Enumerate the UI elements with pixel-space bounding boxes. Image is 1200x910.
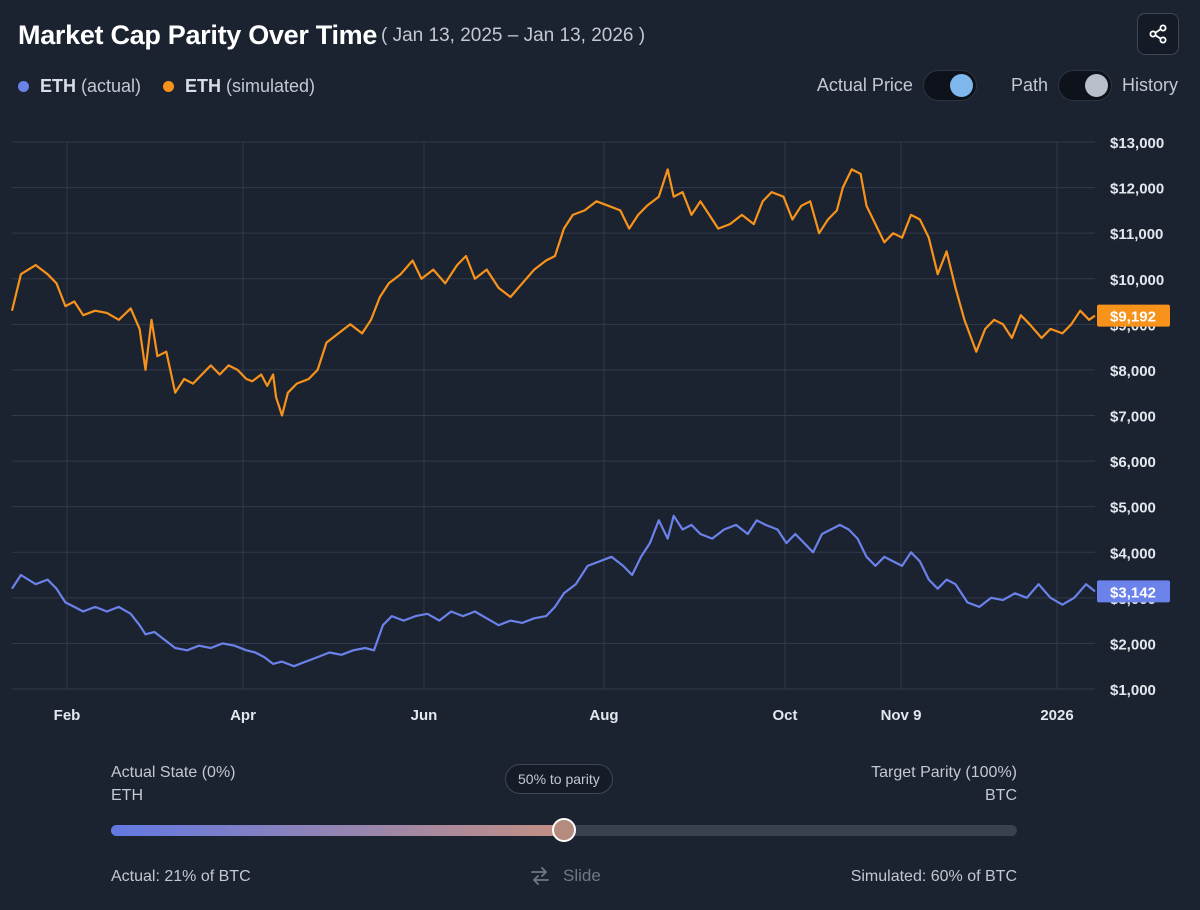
actual-percent: Actual: 21% of BTC xyxy=(111,868,251,885)
x-tick-label: Feb xyxy=(54,707,81,724)
y-tick-label: $12,000 xyxy=(1110,181,1164,198)
path-history-toggle-knob xyxy=(1084,74,1108,97)
last-value-label-simulated: $9,192 xyxy=(1110,309,1156,326)
parity-slider-thumb[interactable] xyxy=(552,818,576,842)
target-parity-asset: BTC xyxy=(985,787,1017,804)
series-line-eth-simulated xyxy=(10,168,1096,417)
x-tick-label: Aug xyxy=(589,707,618,724)
last-value-tag-simulated xyxy=(1097,304,1170,327)
y-tick-label: $1,000 xyxy=(1110,682,1156,699)
y-tick-label: $8,000 xyxy=(1110,363,1156,380)
x-tick-label: Apr xyxy=(230,707,256,724)
y-tick-label: $6,000 xyxy=(1110,454,1156,471)
actual-price-label: Actual Price xyxy=(816,75,913,95)
y-tick-label: $4,000 xyxy=(1110,545,1156,562)
parity-slider-track[interactable] xyxy=(111,818,1017,842)
simulated-percent: Simulated: 60% of BTC xyxy=(850,868,1017,885)
y-tick-label: $2,000 xyxy=(1110,636,1156,653)
slide-label: Slide xyxy=(563,866,601,885)
price-chart[interactable]: $1,000$2,000$3,000$4,000$5,000$6,000$7,0… xyxy=(0,120,1200,735)
parity-slider-panel: Actual State (0%) ETH 50% to parity Targ… xyxy=(111,755,1017,905)
toggle-bar: Actual Price Path History xyxy=(807,70,1178,101)
target-parity-label: Target Parity (100%) BTC xyxy=(871,761,1017,807)
x-tick-label: Oct xyxy=(772,707,797,724)
last-value-label-actual: $3,142 xyxy=(1110,584,1156,601)
parity-badge: 50% to parity xyxy=(505,764,613,794)
actual-price-toggle-knob xyxy=(949,74,973,97)
legend-name-actual: ETH xyxy=(40,76,76,96)
legend-item-eth-actual[interactable]: ETH (actual) xyxy=(18,76,141,97)
legend-suffix-simulated: (simulated) xyxy=(226,76,316,96)
share-button[interactable] xyxy=(1137,13,1179,55)
actual-state-label: Actual State (0%) ETH xyxy=(111,761,236,807)
x-tick-label: Jun xyxy=(411,707,438,724)
x-tick-label: 2026 xyxy=(1040,707,1073,724)
actual-state-title: Actual State (0%) xyxy=(111,764,236,781)
swap-arrows-icon xyxy=(531,867,549,885)
y-tick-label: $13,000 xyxy=(1110,135,1164,152)
path-label: Path xyxy=(1010,75,1048,95)
y-tick-label: $5,000 xyxy=(1110,500,1156,517)
legend-item-eth-simulated[interactable]: ETH (simulated) xyxy=(163,76,315,97)
chart-title: Market Cap Parity Over Time xyxy=(18,20,378,50)
parity-slider-fill xyxy=(111,825,564,836)
y-tick-label: $11,000 xyxy=(1110,226,1163,243)
path-history-toggle[interactable] xyxy=(1057,70,1112,101)
actual-price-toggle[interactable] xyxy=(922,70,977,101)
date-range: ( Jan 13, 2025 – Jan 13, 2026 ) xyxy=(381,25,646,46)
y-tick-label: $10,000 xyxy=(1110,272,1164,289)
series-line-eth-actual xyxy=(11,514,1096,668)
legend: ETH (actual) ETH (simulated) xyxy=(18,76,337,97)
actual-state-asset: ETH xyxy=(111,787,143,804)
share-icon xyxy=(1149,24,1167,44)
last-value-tag-actual xyxy=(1097,580,1170,603)
target-parity-title: Target Parity (100%) xyxy=(871,764,1017,781)
y-tick-label: $7,000 xyxy=(1110,409,1156,426)
history-label: History xyxy=(1121,75,1178,95)
x-tick-label: Nov 9 xyxy=(881,707,922,724)
legend-dot-actual xyxy=(18,81,29,92)
legend-name-simulated: ETH xyxy=(185,76,222,96)
legend-dot-simulated xyxy=(163,81,175,92)
slide-hint: Slide xyxy=(529,866,601,886)
legend-suffix-actual: (actual) xyxy=(81,76,142,96)
